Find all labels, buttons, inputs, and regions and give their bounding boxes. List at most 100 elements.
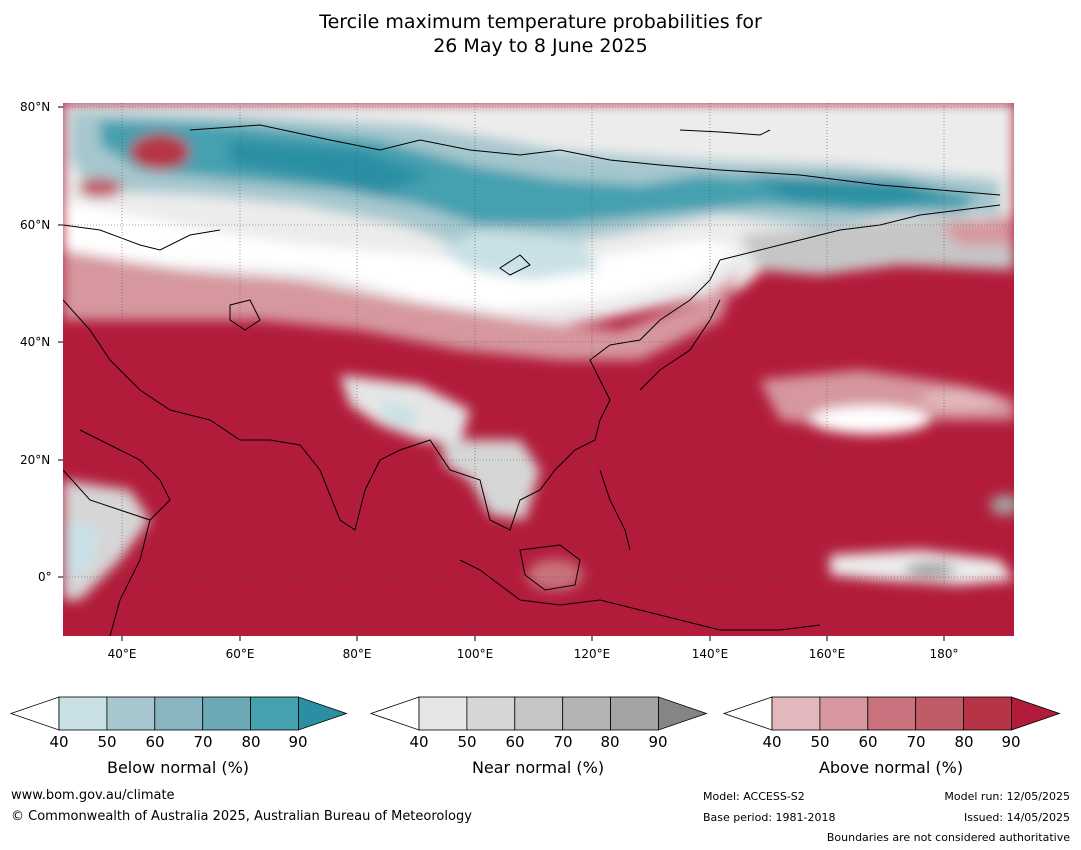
lat-label-80n: 80°N <box>20 100 51 114</box>
lon-label-120e: 120°E <box>573 647 611 661</box>
below-normal-east-siberia <box>750 175 960 205</box>
colorbar-near-segment <box>562 696 612 731</box>
coastline-asia-south <box>63 259 721 531</box>
coastlines <box>63 124 1001 636</box>
colorbar-below-segment <box>154 696 204 731</box>
white-patch-pacific <box>810 406 930 434</box>
above-normal-central-asia <box>63 250 740 360</box>
colorbar-below-high-extend <box>298 696 348 731</box>
lon-label-160e: 160°E <box>808 647 846 661</box>
footer-issued: Issued: 14/05/2025 <box>963 811 1070 824</box>
map-panel <box>63 103 1014 636</box>
below-normal-tibet <box>380 400 420 430</box>
colorbar-near-segment <box>610 696 659 731</box>
footer-disclaimer: Boundaries are not considered authoritat… <box>826 831 1070 844</box>
colorbar-near-title: Near normal (%) <box>471 758 605 777</box>
colorbar-below-title: Below normal (%) <box>106 758 250 777</box>
footer-url[interactable]: www.bom.gov.au/climate <box>11 788 175 803</box>
colorbar-near-tick: 60 <box>505 733 525 751</box>
above-normal-borneo <box>527 559 583 591</box>
colorbar-above-segment <box>771 696 821 731</box>
gridlines <box>63 103 1014 636</box>
probability-contours <box>63 103 1014 600</box>
colorbar-near-segment <box>466 696 516 731</box>
colorbar-below-tick: 60 <box>145 733 165 751</box>
colorbar-above-segment <box>963 696 1012 731</box>
footer-model: Model: ACCESS-S2 <box>703 790 805 803</box>
colorbar-below-tick: 50 <box>97 733 117 751</box>
above-normal-scandinavia <box>130 134 190 170</box>
colorbar-below-tick: 40 <box>49 733 69 751</box>
colorbar-near-tick: 80 <box>600 733 620 751</box>
colorbar-near-segment <box>514 696 564 731</box>
coastline-arctic-island <box>679 129 771 136</box>
coastline-arctic <box>189 124 1001 196</box>
title-line-1: Tercile maximum temperature probabilitie… <box>319 11 762 33</box>
coastline-caspian <box>229 299 261 331</box>
coastline-east-africa <box>109 519 151 636</box>
colorbar-below-tick: 80 <box>241 733 261 751</box>
light-patch-pacific-east <box>920 390 1000 410</box>
colorbar-below-segment <box>250 696 299 731</box>
colorbar-below-tick: 90 <box>288 733 308 751</box>
lon-label-180: 180° <box>929 647 959 661</box>
map-title: Tercile maximum temperature probabilitie… <box>0 10 1081 58</box>
colorbar-above-tick: 80 <box>954 733 974 751</box>
footer-copyright: © Commonwealth of Australia 2025, Austra… <box>11 809 472 824</box>
colorbar-near-tick: 90 <box>648 733 668 751</box>
lat-label-40n: 40°N <box>20 335 51 349</box>
colorbar-above-segment <box>915 696 965 731</box>
coastline-indonesia <box>459 559 821 631</box>
lon-label-40e: 40°E <box>107 647 137 661</box>
lon-label-100e: 100°E <box>456 647 494 661</box>
above-normal-kamchatka <box>940 215 1014 245</box>
coastline-philippines <box>599 469 631 551</box>
coastline-borneo <box>519 544 581 591</box>
colorbars <box>9 696 1061 731</box>
colorbar-above-tick: 60 <box>858 733 878 751</box>
axis-ticks <box>58 106 945 641</box>
colorbar-above-low-extend <box>722 696 773 731</box>
below-normal-east-africa <box>63 520 100 580</box>
colorbar-near-segment <box>418 696 468 731</box>
coastline-baikal <box>499 254 531 276</box>
colorbar-above-tick: 50 <box>810 733 830 751</box>
title-line-2: 26 May to 8 June 2025 <box>433 35 648 57</box>
lat-label-0: 0° <box>38 570 52 584</box>
colorbar-below-segment <box>58 696 108 731</box>
colorbar-near-tick: 50 <box>457 733 477 751</box>
lon-label-80e: 80°E <box>342 647 372 661</box>
colorbar-below-segment <box>106 696 156 731</box>
colorbar-above-tick: 90 <box>1001 733 1021 751</box>
near-normal-dark-patch <box>905 562 955 578</box>
above-normal-northern-europe <box>78 178 122 198</box>
white-band-north <box>63 200 740 310</box>
colorbar-above-tick: 70 <box>906 733 926 751</box>
lon-label-60e: 60°E <box>225 647 255 661</box>
colorbar-below-low-extend <box>9 696 60 731</box>
lat-label-20n: 20°N <box>20 453 51 467</box>
colorbar-above-segment <box>819 696 869 731</box>
colorbar-above-high-extend <box>1011 696 1061 731</box>
coastline-okhotsk <box>719 204 1001 261</box>
coastline-japan <box>639 299 721 391</box>
colorbar-below-segment <box>202 696 251 731</box>
lat-label-60n: 60°N <box>20 218 51 232</box>
colorbar-near-tick: 70 <box>553 733 573 751</box>
colorbar-near-tick: 40 <box>409 733 429 751</box>
colorbar-above-tick: 40 <box>762 733 782 751</box>
coastline-europe-north <box>63 224 221 251</box>
footer-model-run: Model run: 12/05/2025 <box>944 790 1070 803</box>
colorbar-above-title: Above normal (%) <box>818 758 964 777</box>
below-normal-siberia-core <box>100 120 980 225</box>
lon-label-140e: 140°E <box>691 647 729 661</box>
coastline-arabia <box>63 429 171 521</box>
colorbar-below-tick: 70 <box>193 733 213 751</box>
colorbar-near-low-extend <box>369 696 420 731</box>
below-normal-west-siberia <box>230 140 430 195</box>
near-normal-pacific-dot <box>990 495 1014 515</box>
footer-base-period: Base period: 1981-2018 <box>703 811 836 824</box>
colorbar-above-segment <box>867 696 917 731</box>
colorbar-near-high-extend <box>658 696 708 731</box>
